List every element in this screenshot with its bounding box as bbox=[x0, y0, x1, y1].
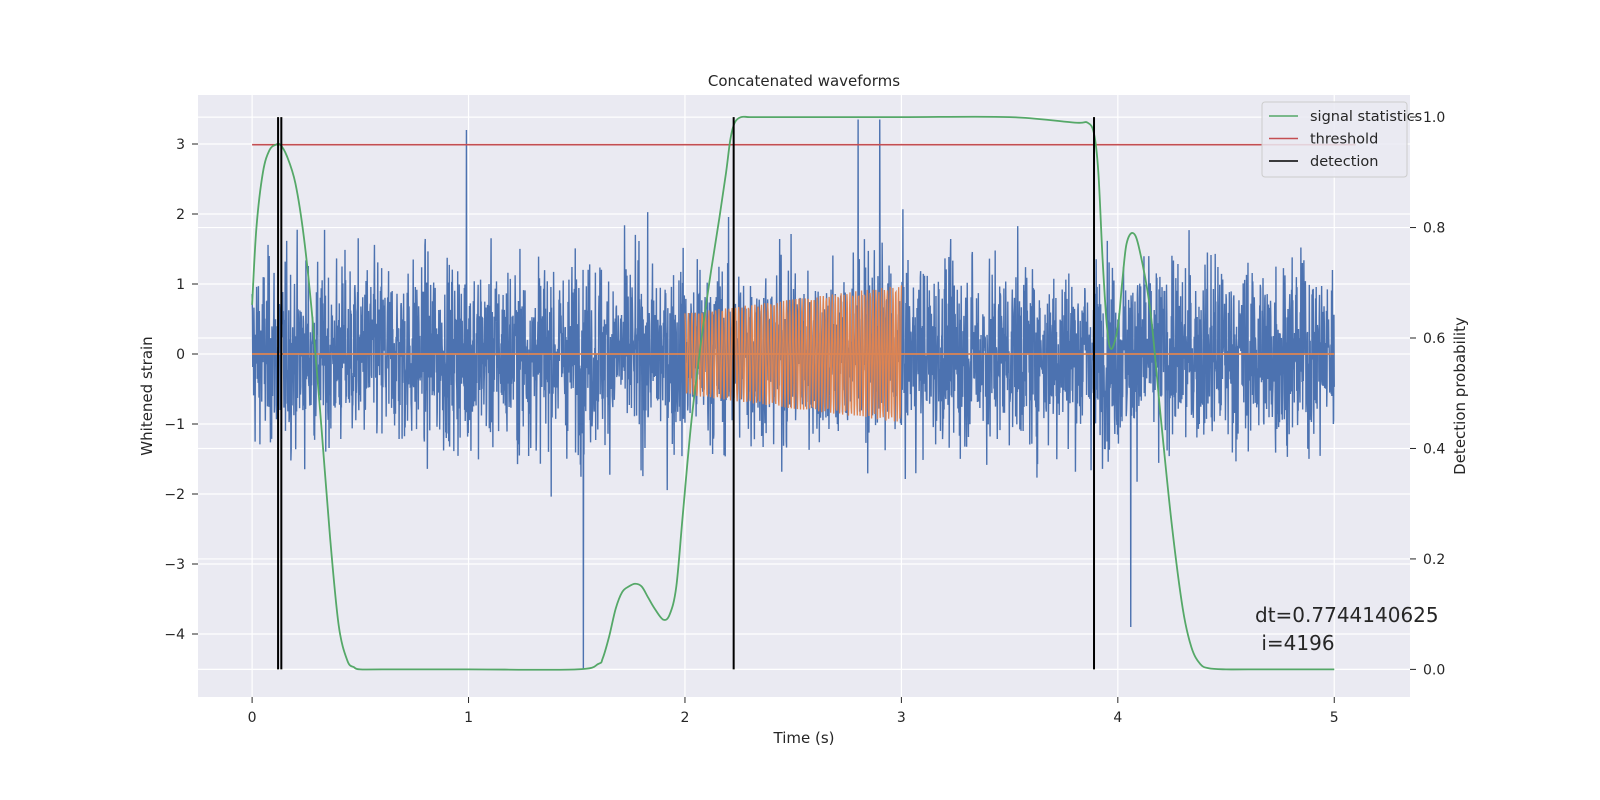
legend-box bbox=[1261, 101, 1408, 178]
axis-ticks: 0 1 2 3 4 5 3 2 1 0 −1 −2 −3 −4 1.0 0.8 0.6 0.4 0.2 0.0 bbox=[164, 110, 1445, 726]
detection-lines bbox=[277, 117, 1096, 670]
y-left-tick-label: −3 bbox=[164, 557, 185, 573]
y-left-tick-label: 1 bbox=[176, 277, 185, 293]
y-right-tick-label: 0.0 bbox=[1423, 662, 1445, 678]
strain-line bbox=[251, 119, 1335, 670]
x-tick-label: 5 bbox=[1330, 710, 1339, 726]
strain-series bbox=[251, 119, 1335, 670]
y-left-tick-label: −1 bbox=[164, 417, 185, 433]
legend-label-detection: detection bbox=[1310, 154, 1378, 170]
x-tick-label: 4 bbox=[1113, 710, 1122, 726]
y-left-tick-label: 0 bbox=[176, 347, 185, 363]
signal-statistics-series bbox=[251, 115, 1335, 671]
template-series bbox=[252, 285, 1335, 422]
legend: signal statistics threshold detection bbox=[1261, 101, 1422, 178]
y-left-tick-label: 2 bbox=[176, 207, 185, 223]
annotation-index: i=4196 bbox=[1255, 631, 1335, 655]
chart-title: Concatenated waveforms bbox=[708, 72, 900, 90]
x-tick-label: 3 bbox=[897, 710, 906, 726]
x-tick-label: 1 bbox=[464, 710, 473, 726]
y-right-tick-label: 0.8 bbox=[1423, 221, 1445, 237]
x-axis-label: Time (s) bbox=[773, 729, 835, 747]
y-left-tick-label: −4 bbox=[164, 627, 185, 643]
y-right-tick-label: 0.4 bbox=[1423, 441, 1445, 457]
y-right-tick-label: 1.0 bbox=[1423, 110, 1445, 126]
y-left-tick-label: 3 bbox=[176, 137, 185, 153]
y-right-tick-label: 0.6 bbox=[1423, 331, 1445, 347]
y-right-tick-label: 0.2 bbox=[1423, 552, 1445, 568]
template-chirp bbox=[684, 285, 903, 422]
y-axis-right-label: Detection probability bbox=[1451, 317, 1469, 475]
x-tick-label: 0 bbox=[248, 710, 257, 726]
y-axis-left-label: Whitened strain bbox=[138, 336, 156, 455]
x-tick-label: 2 bbox=[681, 710, 690, 726]
y-left-tick-label: −2 bbox=[164, 487, 185, 503]
legend-label-signal-statistics: signal statistics bbox=[1310, 109, 1422, 125]
signal-statistics-line bbox=[251, 115, 1335, 671]
legend-label-threshold: threshold bbox=[1310, 132, 1378, 148]
annotation-dt: dt=0.7744140625 bbox=[1255, 603, 1439, 627]
